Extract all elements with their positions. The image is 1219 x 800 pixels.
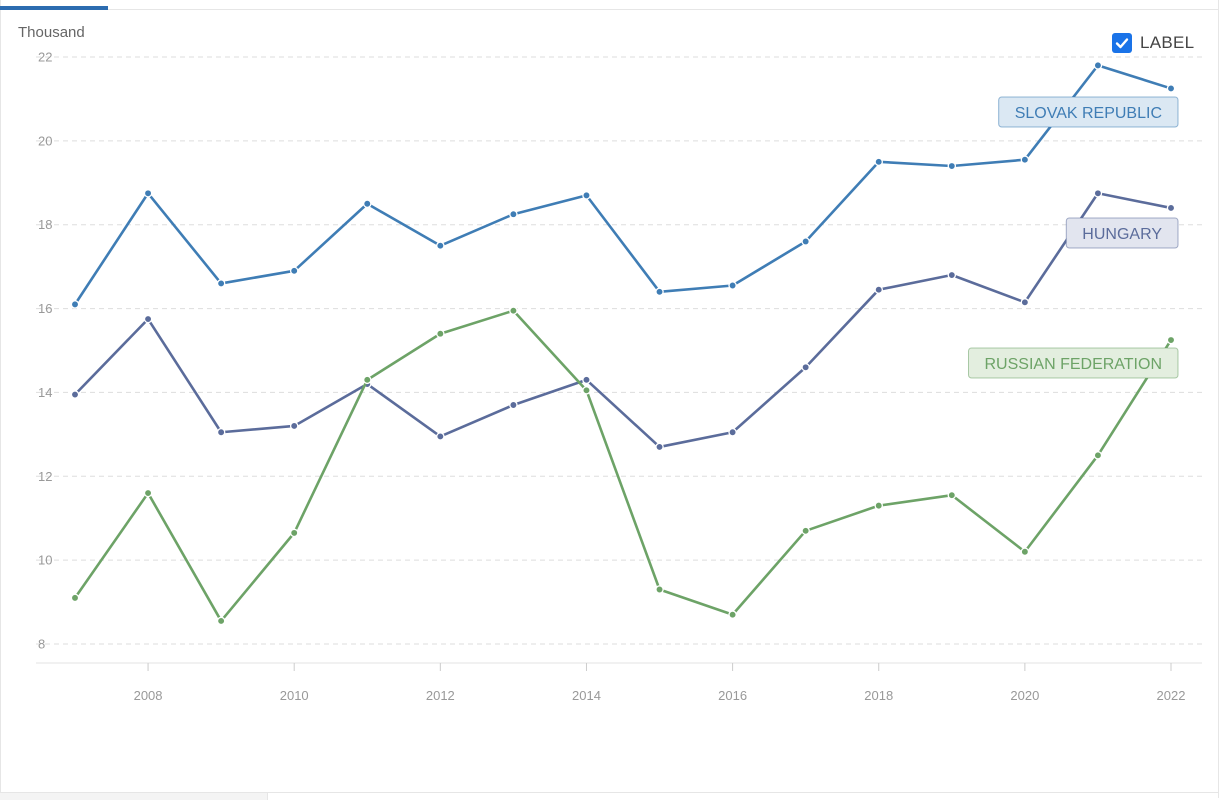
data-point[interactable] — [655, 585, 664, 594]
label-toggle[interactable]: LABEL — [1112, 32, 1194, 54]
data-point[interactable] — [947, 490, 957, 500]
y-tick-label: 20 — [38, 133, 52, 148]
tab-bar-divider — [0, 9, 1219, 10]
series-russian-federation[interactable] — [70, 306, 1176, 626]
footer-divider — [0, 792, 1219, 793]
data-point[interactable] — [801, 363, 810, 372]
data-point[interactable] — [1166, 84, 1176, 93]
data-point[interactable] — [1166, 335, 1176, 345]
label-toggle-text: LABEL — [1140, 33, 1195, 52]
data-point[interactable] — [1020, 547, 1030, 557]
x-tick-label: 2022 — [1157, 688, 1186, 703]
series-label-box — [998, 96, 1179, 128]
data-point[interactable] — [216, 428, 226, 437]
x-tick-label: 2008 — [134, 688, 163, 703]
x-tick-label: 2020 — [1010, 688, 1039, 703]
data-point[interactable] — [289, 266, 299, 276]
series-line-russian-federation[interactable] — [73, 309, 1173, 623]
data-point[interactable] — [289, 528, 299, 538]
data-point[interactable] — [1020, 298, 1030, 307]
series-label-box — [968, 347, 1179, 379]
x-tick-label: 2016 — [718, 688, 747, 703]
x-tick-label: 2018 — [864, 688, 893, 703]
series-line-slovak-republic[interactable] — [73, 64, 1173, 306]
series-hungary[interactable] — [70, 189, 1176, 452]
data-point[interactable] — [582, 386, 591, 395]
series-label-text: HUNGARY — [1082, 226, 1162, 243]
data-point[interactable] — [289, 421, 299, 431]
data-point[interactable] — [509, 306, 518, 315]
data-point[interactable] — [874, 285, 883, 294]
data-point[interactable] — [1020, 155, 1030, 164]
data-point[interactable] — [728, 610, 737, 619]
data-point[interactable] — [216, 616, 226, 626]
data-point[interactable] — [1093, 189, 1103, 198]
y-axis: 8 10 12 14 16 18 20 22 — [38, 50, 52, 652]
series-label-text: SLOVAK REPUBLIC — [1015, 105, 1162, 122]
series-slovak-republic[interactable] — [70, 61, 1176, 309]
y-tick-label: 12 — [38, 469, 52, 484]
series-label-slovak-republic: SLOVAK REPUBLIC — [998, 96, 1179, 128]
data-point[interactable] — [1093, 61, 1103, 70]
data-point[interactable] — [728, 428, 737, 437]
series-label-hungary: HUNGARY — [1065, 217, 1179, 249]
y-tick-label: 10 — [38, 553, 52, 568]
data-point[interactable] — [947, 270, 957, 280]
data-point[interactable] — [1093, 451, 1103, 460]
y-tick-label: 16 — [38, 301, 52, 316]
y-axis-unit-label: Thousand — [18, 24, 85, 41]
data-point[interactable] — [801, 526, 810, 536]
data-point[interactable] — [655, 442, 664, 452]
series-line-hungary[interactable] — [73, 191, 1173, 449]
y-tick-label: 18 — [38, 217, 52, 232]
data-point[interactable] — [655, 287, 664, 297]
data-point[interactable] — [582, 191, 591, 200]
y-tick-label: 22 — [38, 50, 52, 65]
data-point[interactable] — [363, 375, 372, 385]
data-point[interactable] — [436, 432, 445, 441]
active-tab-indicator[interactable] — [0, 6, 108, 10]
data-point[interactable] — [143, 488, 153, 498]
data-point[interactable] — [70, 300, 80, 309]
data-point[interactable] — [509, 400, 518, 410]
data-point[interactable] — [582, 375, 591, 385]
x-axis: 2008 2010 2012 2014 2016 2018 2020 2022 — [36, 662, 1202, 703]
series-label-russian-federation: RUSSIAN FEDERATION — [968, 347, 1179, 379]
label-checkbox[interactable] — [1112, 33, 1132, 53]
data-point[interactable] — [143, 189, 153, 198]
x-tick-label: 2012 — [426, 688, 455, 703]
footer-tab[interactable] — [0, 793, 267, 800]
data-point[interactable] — [436, 329, 445, 338]
data-point[interactable] — [70, 593, 80, 603]
y-tick-label: 8 — [38, 637, 45, 652]
data-point[interactable] — [947, 161, 957, 171]
footer-separator — [267, 792, 268, 800]
data-point[interactable] — [1166, 203, 1176, 213]
data-point[interactable] — [509, 209, 518, 219]
series-label-box — [1065, 217, 1179, 249]
data-point[interactable] — [216, 279, 226, 288]
data-point[interactable] — [874, 501, 883, 510]
data-point[interactable] — [143, 314, 153, 324]
x-tick-label: 2010 — [280, 688, 309, 703]
series-label-text: RUSSIAN FEDERATION — [985, 356, 1163, 373]
x-tick-label: 2014 — [572, 688, 601, 703]
data-point[interactable] — [874, 157, 883, 167]
series-labels: SLOVAK REPUBLIC HUNGARY RUSSIAN FEDERATION — [968, 96, 1179, 379]
series-lines — [70, 61, 1176, 626]
data-point[interactable] — [436, 241, 445, 250]
data-point[interactable] — [801, 237, 810, 246]
data-point[interactable] — [70, 390, 80, 399]
data-point[interactable] — [728, 281, 737, 290]
y-tick-label: 14 — [38, 385, 52, 400]
checkmark-icon — [1115, 38, 1129, 49]
data-point[interactable] — [363, 199, 372, 208]
